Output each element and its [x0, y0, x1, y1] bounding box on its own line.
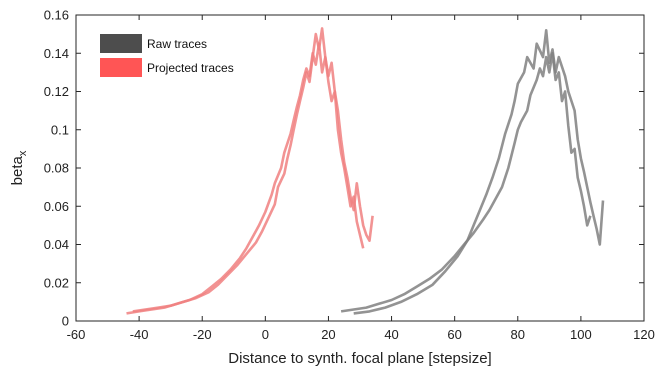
legend-label-0: Raw traces — [147, 37, 207, 51]
y-axis-label-subscript: x — [17, 150, 29, 156]
x-tick-label: 100 — [570, 327, 592, 342]
y-tick-label: 0.16 — [44, 8, 69, 23]
series-0-trace-1 — [353, 28, 605, 315]
x-tick-label: 0 — [262, 327, 269, 342]
series-1 — [126, 27, 374, 315]
legend-label-1: Projected traces — [147, 61, 234, 75]
y-tick-label: 0.1 — [51, 122, 69, 137]
y-axis-label-text: beta — [9, 155, 26, 185]
x-tick-label: 20 — [321, 327, 335, 342]
series-1-trace-1 — [132, 27, 374, 313]
y-tick-label: 0.02 — [44, 275, 69, 290]
x-tick-label: 80 — [511, 327, 525, 342]
x-axis-label: Distance to synth. focal plane [stepsize… — [228, 350, 491, 367]
x-tick-label: -20 — [193, 327, 212, 342]
x-tick-label: -40 — [130, 327, 149, 342]
legend: Raw traces Projected traces — [100, 34, 234, 77]
series-layer — [126, 27, 605, 315]
y-tick-label: 0.12 — [44, 84, 69, 99]
y-tick-label: 0.14 — [44, 46, 69, 61]
axes-layer: -60 -40 -20 0 20 40 60 80 100 120 0 0.02 0.04 0.06 0.0… — [44, 8, 655, 343]
y-tick-label: 0.04 — [44, 237, 69, 252]
y-tick-label: 0.06 — [44, 199, 69, 214]
x-tick-label: 120 — [633, 327, 655, 342]
series-1-trace-0 — [126, 42, 365, 315]
y-tick-label: 0.08 — [44, 161, 69, 176]
legend-swatch-0 — [100, 34, 142, 53]
x-tick-label: 60 — [447, 327, 461, 342]
series-0 — [340, 28, 605, 315]
x-tick-label: 40 — [384, 327, 398, 342]
series-0-trace-0 — [340, 51, 592, 313]
y-axis-label: betax — [9, 150, 29, 185]
y-tick-label: 0 — [62, 314, 69, 329]
legend-swatch-1 — [100, 58, 142, 77]
x-tick-label: -60 — [67, 327, 86, 342]
